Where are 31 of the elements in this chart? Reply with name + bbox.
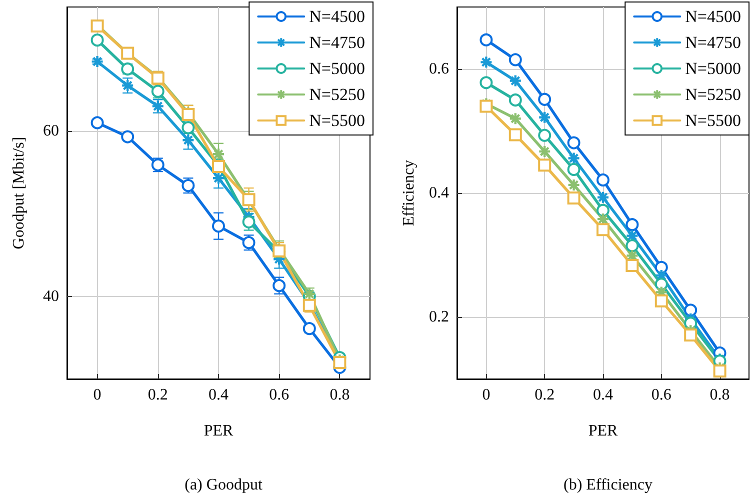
text: (b) Efficiency bbox=[564, 476, 652, 494]
x-tick-label: 0.8 bbox=[330, 386, 350, 404]
y-tick-label: 0.4 bbox=[429, 184, 449, 202]
legend-label: N=5000 bbox=[685, 59, 742, 78]
y-axis-title: Efficiency bbox=[400, 160, 418, 226]
legend-label: N=4500 bbox=[685, 7, 742, 26]
x-tick-label: 0.6 bbox=[269, 386, 290, 404]
legend-label: N=4500 bbox=[309, 7, 366, 26]
legend-label: N=5000 bbox=[309, 59, 366, 78]
legend-label: N=5500 bbox=[309, 111, 366, 130]
legend-label: N=5250 bbox=[309, 85, 366, 104]
legend-label: N=5500 bbox=[685, 111, 742, 130]
x-tick-label: 0.2 bbox=[534, 386, 555, 404]
y-tick-label: 40 bbox=[43, 288, 59, 305]
text: (a) Goodput bbox=[184, 476, 263, 494]
y-tick-label: 60 bbox=[43, 122, 59, 140]
legend-label: N=4750 bbox=[685, 33, 742, 52]
x-tick-label: 0.2 bbox=[148, 386, 168, 404]
x-tick-label: 0.4 bbox=[593, 386, 613, 404]
x-tick-label: 0.4 bbox=[208, 386, 228, 404]
legend-label: N=4750 bbox=[309, 33, 366, 52]
y-tick-label: 0.6 bbox=[429, 60, 449, 78]
x-axis-title: PER bbox=[204, 422, 234, 440]
y-axis-title: Goodput [Mbit/s] bbox=[10, 136, 28, 250]
y-tick-label: 0.2 bbox=[429, 308, 449, 326]
x-tick-label: 0 bbox=[93, 386, 102, 404]
x-axis-title: PER bbox=[588, 422, 618, 440]
legend-label: N=5250 bbox=[685, 85, 742, 104]
x-tick-label: 0.6 bbox=[651, 386, 672, 404]
x-tick-label: 0 bbox=[482, 386, 490, 404]
x-tick-label: 0.8 bbox=[710, 386, 730, 404]
